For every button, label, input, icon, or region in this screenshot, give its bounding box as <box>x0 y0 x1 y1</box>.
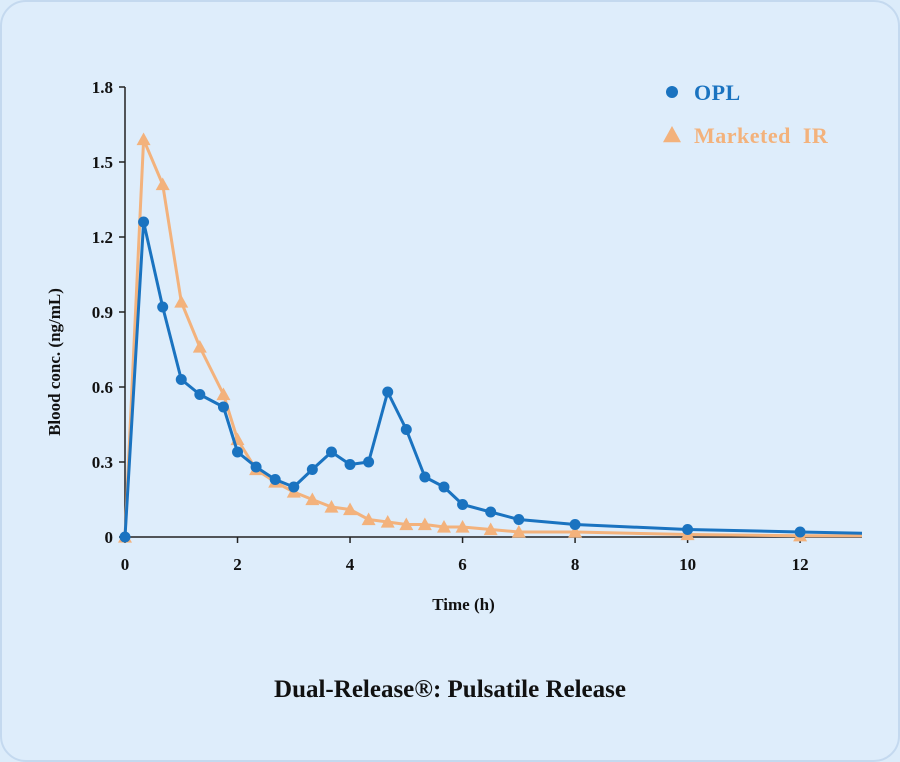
marketed-ir-data-point <box>305 492 320 506</box>
y-tick-label: 0 <box>105 528 114 547</box>
x-tick-label: 8 <box>571 555 580 574</box>
marketed-ir-data-point <box>343 502 358 516</box>
opl-data-point <box>513 514 525 525</box>
legend-marketed-ir-label: Marketed IR <box>694 123 829 148</box>
opl-data-point <box>682 524 694 535</box>
opl-data-point <box>325 446 337 458</box>
legend-opl-marker <box>666 86 678 98</box>
marketed-ir-data-point <box>361 512 376 526</box>
opl-data-point <box>217 401 229 413</box>
y-tick-label: 1.8 <box>92 78 113 97</box>
opl-data-point <box>363 456 375 468</box>
marketed-ir-data-point <box>174 295 189 308</box>
chart-caption: Dual-Release®: Pulsatile Release <box>274 676 626 703</box>
opl-data-point <box>400 424 412 435</box>
y-tick-label: 0.6 <box>92 378 113 397</box>
marketed-ir-data-point <box>511 525 526 538</box>
opl-data-point <box>485 506 497 518</box>
marketed-ir-data-point <box>417 517 432 531</box>
marketed-ir-data-point <box>399 517 414 531</box>
marketed-ir-data-point <box>155 177 170 191</box>
x-tick-label: 10 <box>679 555 696 574</box>
x-tick-label: 6 <box>458 555 467 574</box>
opl-data-point <box>138 216 150 228</box>
x-tick-label: 4 <box>346 555 355 574</box>
opl-data-point <box>232 446 244 458</box>
opl-data-point <box>269 474 281 485</box>
opl-data-point <box>175 374 187 385</box>
opl-data-point <box>569 519 581 530</box>
marketed-ir-data-point <box>436 520 451 533</box>
y-tick-label: 0.9 <box>92 303 113 322</box>
legend-opl-label: OPL <box>694 80 741 105</box>
marketed-ir-data-point <box>455 520 470 533</box>
marketed-ir-data-point <box>324 500 339 513</box>
y-axis-title: Blood conc. (ng/mL) <box>45 288 64 436</box>
opl-data-point <box>157 301 169 313</box>
marketed-ir-data-point <box>136 132 151 146</box>
opl-data-point <box>344 459 356 470</box>
opl-data-point <box>419 471 431 483</box>
opl-data-point <box>306 464 318 475</box>
x-axis-title: Time (h) <box>432 595 495 614</box>
opl-data-point <box>438 481 450 493</box>
marketed-ir-data-point <box>216 387 231 401</box>
opl-data-point <box>794 526 806 538</box>
y-tick-label: 1.2 <box>92 228 113 247</box>
opl-data-point <box>250 461 262 473</box>
x-tick-label: 12 <box>792 555 809 574</box>
series-line-opl <box>123 220 863 538</box>
y-tick-label: 1.5 <box>92 153 113 172</box>
marketed-ir-data-point <box>483 522 498 536</box>
opl-data-point <box>457 499 469 510</box>
marketed-ir-data-point <box>192 340 207 353</box>
opl-data-point <box>119 531 131 543</box>
y-tick-label: 0.3 <box>92 453 113 472</box>
marketed-ir-data-point <box>568 525 583 538</box>
opl-data-point <box>382 386 394 398</box>
opl-data-point <box>288 481 300 493</box>
x-tick-label: 2 <box>233 555 242 574</box>
legend-marketed-ir-marker <box>663 126 681 143</box>
series-line-marketed-ir <box>123 138 862 538</box>
x-tick-label: 0 <box>121 555 130 574</box>
opl-data-point <box>194 389 206 400</box>
marketed-ir-data-point <box>380 515 395 528</box>
